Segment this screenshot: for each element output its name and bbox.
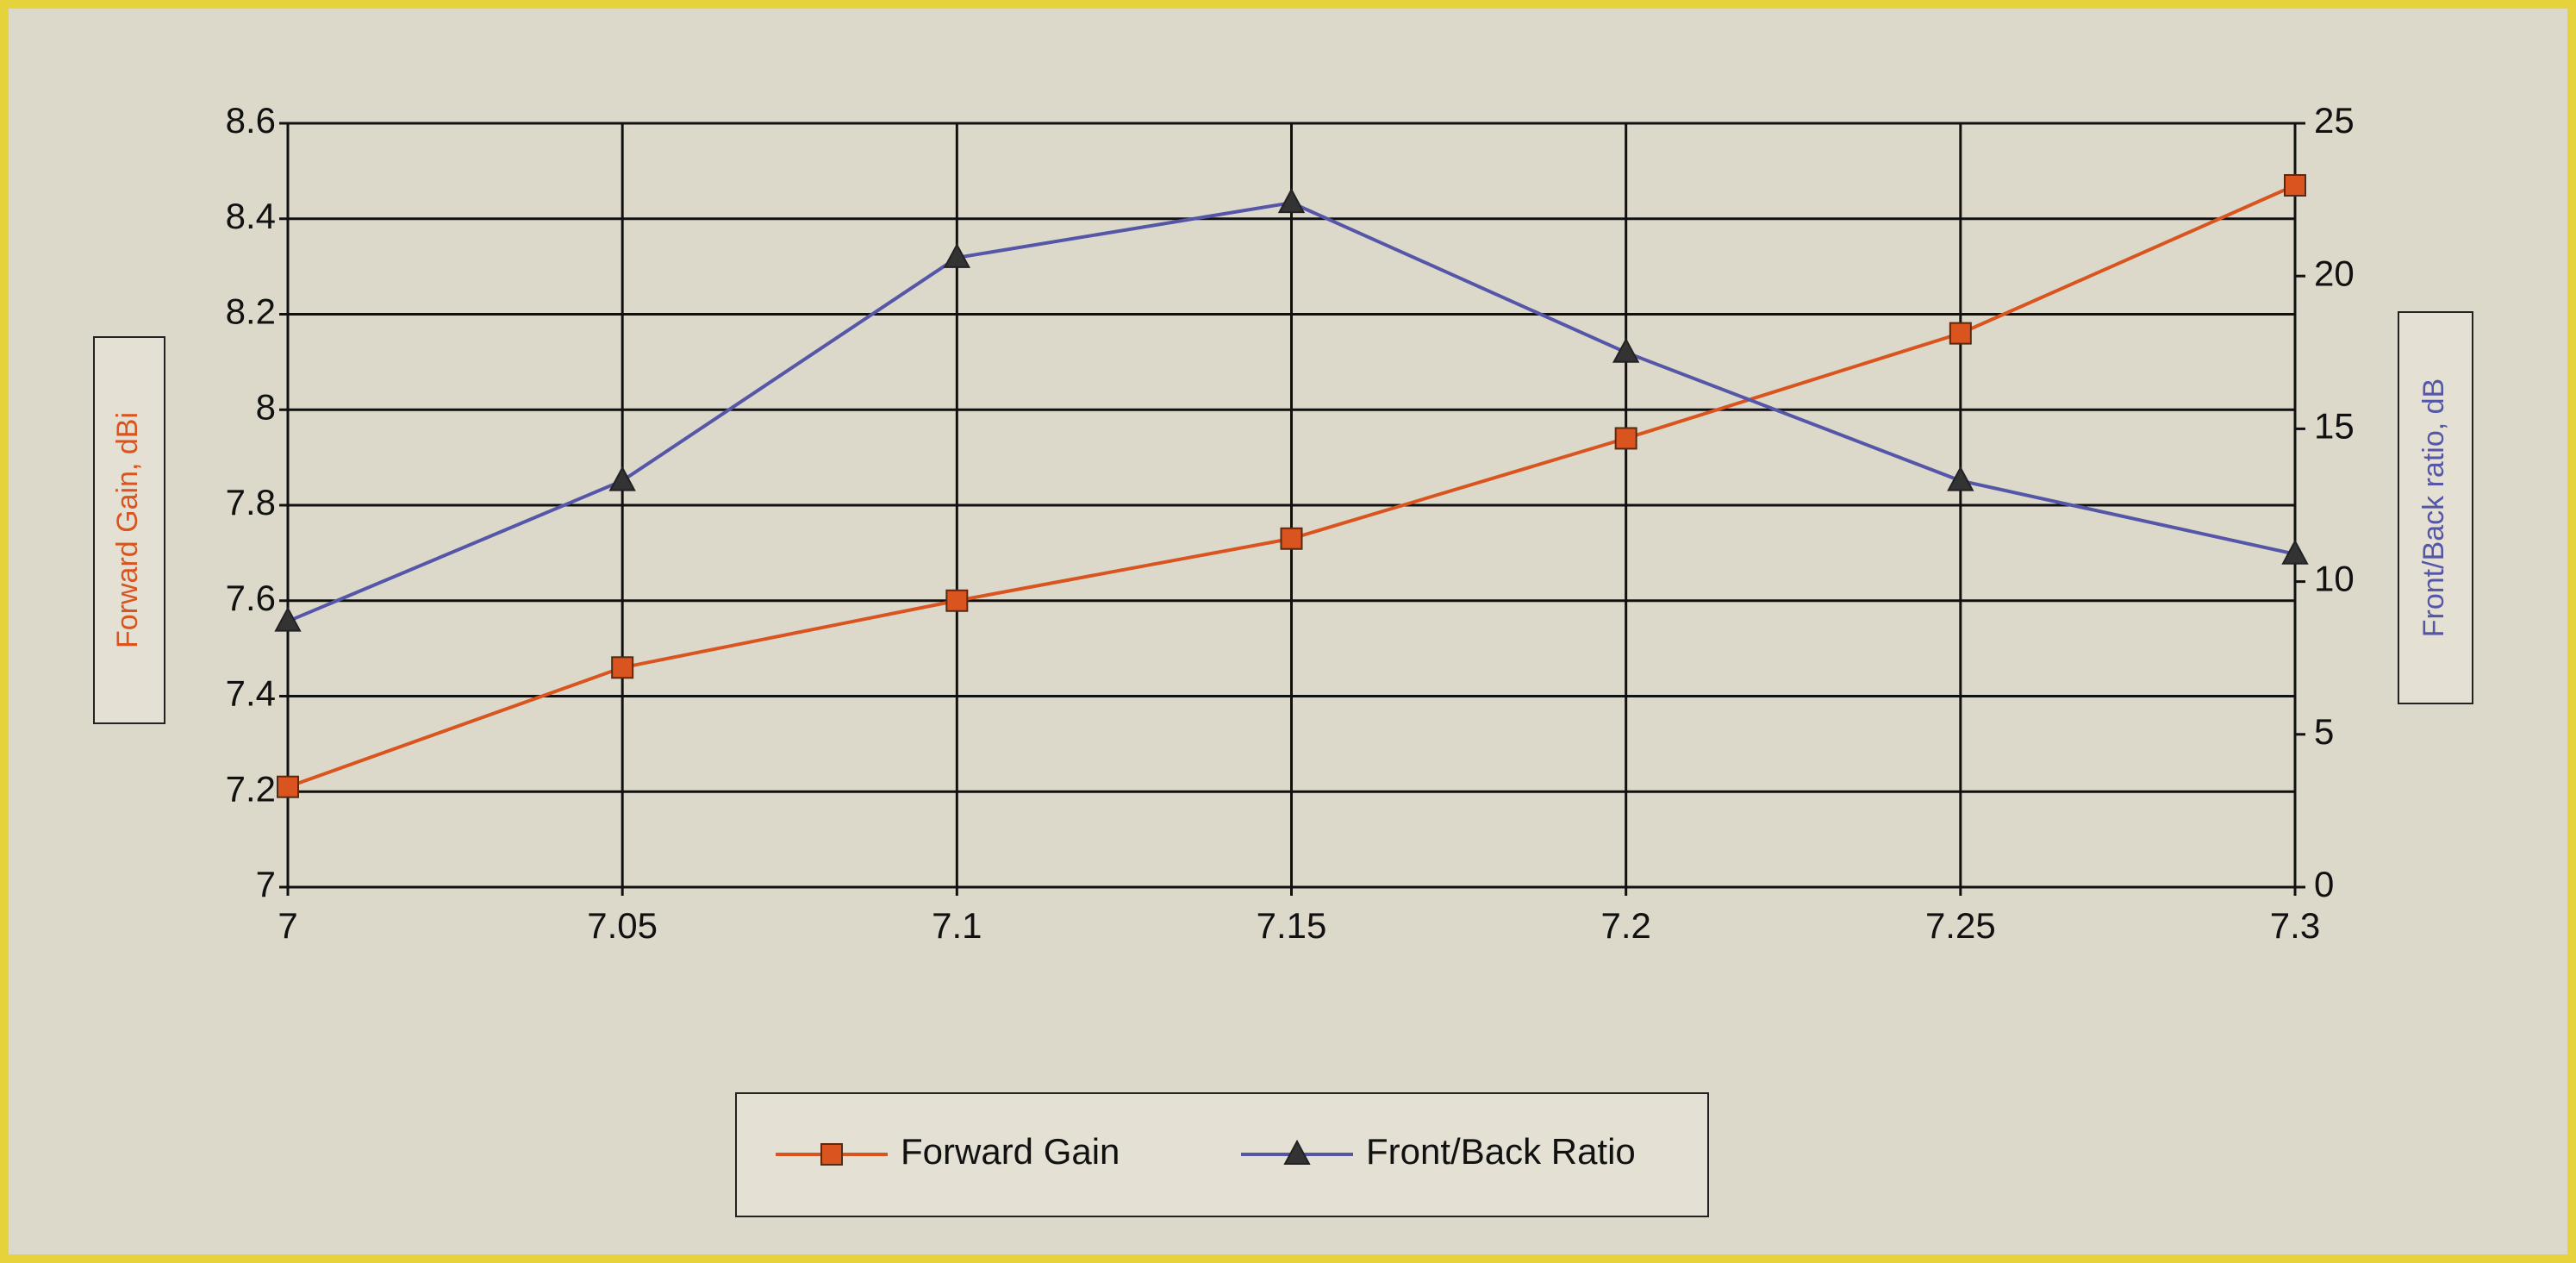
marker <box>1616 428 1637 448</box>
marker <box>612 657 633 678</box>
marker <box>946 591 967 611</box>
marker <box>2285 175 2305 196</box>
x-tick-label: 7.05 <box>587 905 658 946</box>
x-tick-label: 7.25 <box>1925 905 1996 946</box>
marker <box>278 777 298 797</box>
y-tick-label: 7.2 <box>226 768 276 809</box>
y2-tick-label: 0 <box>2314 864 2334 904</box>
page: Forward Gain, dBi Front/Back ratio, dB 7… <box>0 0 2576 1263</box>
y-tick-label: 8 <box>256 386 276 427</box>
y-tick-label: 8.4 <box>226 196 276 236</box>
y2-tick-label: 25 <box>2314 100 2355 141</box>
y2-tick-label: 20 <box>2314 253 2355 293</box>
marker <box>1950 323 1971 344</box>
legend-label: Forward Gain <box>901 1131 1120 1172</box>
y-tick-label: 8.2 <box>226 291 276 332</box>
y-tick-label: 7.6 <box>226 578 276 618</box>
x-tick-label: 7.15 <box>1257 905 1327 946</box>
marker <box>1282 528 1302 549</box>
y-tick-label: 7.4 <box>226 673 276 714</box>
chart: Forward Gain, dBi Front/Back ratio, dB 7… <box>0 0 2576 1263</box>
y2-tick-label: 15 <box>2314 405 2355 446</box>
y2-axis-label: Front/Back ratio, dB <box>2417 378 2450 637</box>
y-tick-label: 8.6 <box>226 100 276 141</box>
x-tick-label: 7 <box>278 905 297 946</box>
marker <box>821 1144 842 1165</box>
frame <box>4 4 2572 1259</box>
y2-tick-label: 5 <box>2314 711 2334 752</box>
legend-label: Front/Back Ratio <box>1366 1131 1636 1172</box>
y-tick-label: 7.8 <box>226 482 276 522</box>
x-tick-label: 7.2 <box>1600 905 1650 946</box>
x-tick-label: 7.1 <box>932 905 982 946</box>
y-axis-label: Forward Gain, dBi <box>111 412 144 648</box>
y2-tick-label: 10 <box>2314 559 2355 599</box>
y-tick-label: 7 <box>256 864 276 904</box>
x-tick-label: 7.3 <box>2270 905 2320 946</box>
